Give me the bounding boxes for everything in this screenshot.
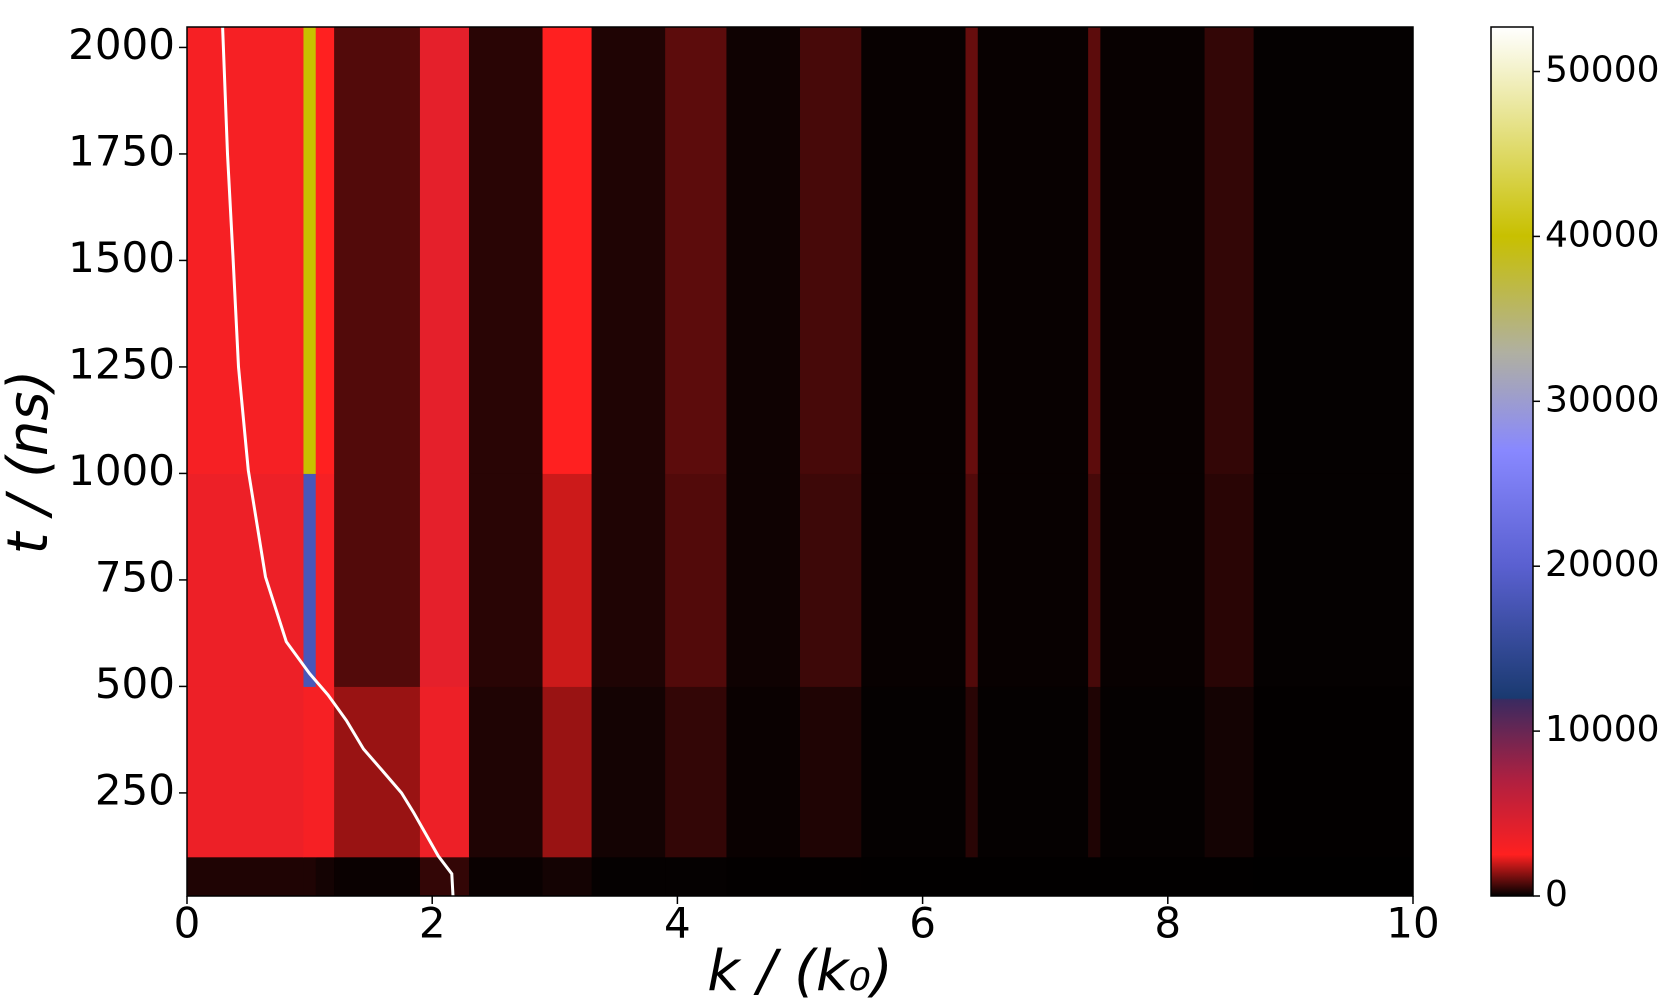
y-tick-label: 500 [95,659,175,708]
y-tick-label: 250 [95,765,175,814]
heatmap-cell [800,856,862,897]
heatmap-cell [1253,686,1414,858]
heatmap-cell [542,686,593,858]
colorbar [1490,26,1534,897]
y-tick-label: 1250 [68,339,175,388]
y-tick-label: 2000 [68,20,175,69]
heatmap-cell [542,856,593,897]
heatmap-cell [303,686,317,858]
heatmap-cell [419,686,470,858]
heatmap-cell [1204,473,1255,687]
x-axis-label: k / (k₀) [707,939,892,1002]
x-tick-label: 8 [1154,899,1181,948]
y-tick-label: 750 [95,552,175,601]
heatmap-cell [861,686,967,858]
heatmap-cell [965,686,979,858]
heatmap-cell [468,856,544,897]
heatmap-cell [468,473,544,687]
x-tick-label: 10 [1386,899,1439,948]
heatmap-cell [334,473,421,687]
heatmap-cell [800,473,862,687]
colorbar-tick-label: 20000 [1545,544,1660,585]
heatmap-cell [665,473,727,687]
heatmap-cell [334,686,421,858]
heatmap-cell [591,856,666,897]
plot-frame [186,26,1414,897]
x-tick-label: 2 [419,899,446,948]
heatmap-cell [726,686,801,858]
heatmap-cell [977,856,1089,897]
heatmap-cell [977,27,1089,474]
heatmap-cell [303,27,317,474]
y-axis-label: t / (ns) [0,370,61,555]
heatmap-cell [1204,856,1255,897]
heatmap-cell [315,27,335,474]
x-tick-label: 4 [664,899,691,948]
heatmap-cell [726,856,801,897]
heatmap-cell [468,27,544,474]
heatmap-cell [315,686,335,858]
x-tick-label: 6 [909,899,936,948]
heatmap-cell [1088,856,1101,897]
colorbar-tick-label: 30000 [1545,379,1660,420]
heatmap-cell [965,473,979,687]
heatmap-cell [315,473,335,687]
heatmap-cell [965,856,979,897]
x-tick-label: 0 [174,899,201,948]
heatmap-cell [187,686,304,858]
heatmap-cell [419,27,470,474]
heatmap-cell [1100,686,1206,858]
heatmap-cell [1088,473,1101,687]
heatmap-cell [1088,686,1101,858]
heatmap-cell [419,473,470,687]
heatmap-cell [187,27,304,474]
curve [221,26,455,897]
heatmap-cell [334,856,421,897]
colorbar-tick-label: 10000 [1545,709,1660,750]
heatmap-cell [187,473,304,687]
colorbar-tick-label: 0 [1545,874,1568,915]
heatmap-cell [861,473,967,687]
heatmap-cell [1100,27,1206,474]
heatmap-cell [726,27,801,474]
heatmap-cell [977,686,1089,858]
colorbar-tick-label: 40000 [1545,214,1660,255]
heatmap-cell [861,27,967,474]
heatmap-cell [303,473,317,687]
heatmap-cell [468,686,544,858]
heatmap-cell [334,27,421,474]
heatmap-cell [800,27,862,474]
heatmap-cell [542,473,593,687]
y-tick-label: 1750 [68,126,175,175]
y-tick-label: 1000 [68,446,175,495]
heatmap-cell [1253,856,1414,897]
heatmap-cell [591,686,666,858]
heatmap-cell [665,856,727,897]
heatmap-cell [591,27,666,474]
heatmap-cell [542,27,593,474]
heatmap-cell [315,856,335,897]
heatmap-cell [665,27,727,474]
heatmap-cell [1204,27,1255,474]
heatmap-cell [861,856,967,897]
heatmap-cell [1204,686,1255,858]
heatmap-cell [977,473,1089,687]
heatmap-cell [800,686,862,858]
heatmap-cell [187,856,304,897]
heatmap-cell [965,27,979,474]
y-tick-label: 1500 [68,233,175,282]
heatmap-cell [1253,473,1414,687]
heatmap-cell [1088,27,1101,474]
heatmap-cell [726,473,801,687]
colorbar-tick-label: 50000 [1545,50,1660,91]
heatmap-cell [1100,473,1206,687]
heatmap-cell [665,686,727,858]
heatmap-cell [1100,856,1206,897]
heatmap-cell [591,473,666,687]
heatmap-cell [1253,27,1414,474]
heatmap-cell [303,856,317,897]
